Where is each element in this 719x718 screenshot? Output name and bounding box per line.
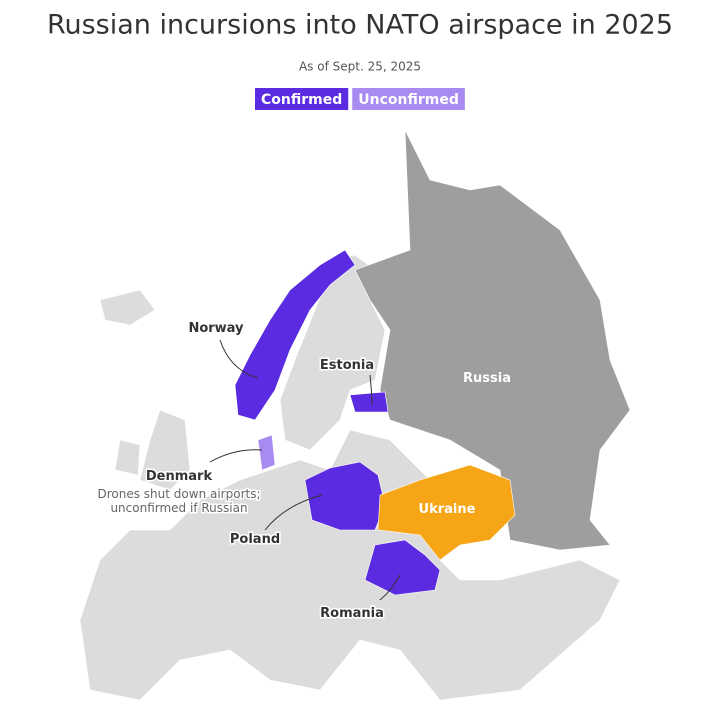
note: Drones shut down airports; [98, 487, 261, 501]
country-label: Poland [230, 532, 280, 547]
legend-label: Unconfirmed [358, 92, 459, 108]
legend: Confirmed Unconfirmed [255, 88, 465, 110]
iceland [99, 289, 156, 326]
ireland [114, 439, 141, 476]
title: Russian incursions into NATO airspace in… [47, 10, 673, 41]
estonia [349, 391, 389, 413]
legend-swatch [352, 88, 465, 110]
legend-swatch [255, 88, 349, 110]
arrow [209, 449, 263, 463]
arrow [379, 574, 401, 601]
arrow [264, 494, 323, 531]
country-label: Romania [320, 606, 384, 621]
country-label: Russia [463, 371, 511, 386]
romania [364, 539, 441, 596]
norway [234, 249, 356, 421]
country-label: Norway [188, 321, 244, 336]
map [79, 129, 631, 701]
country-label: Estonia [320, 358, 374, 373]
arrow [219, 339, 259, 379]
legend-label: Confirmed [261, 92, 342, 108]
europe [79, 429, 621, 701]
country-label: Denmark [146, 469, 213, 484]
denmark [257, 434, 276, 471]
annotations: Norway Estonia Denmark Drones shut down … [96, 320, 511, 623]
subtitle: As of Sept. 25, 2025 [299, 60, 421, 74]
ukraine [377, 464, 516, 561]
country-label: Ukraine [419, 502, 476, 517]
uk [139, 409, 191, 491]
arrow [369, 374, 373, 406]
note: unconfirmed if Russian [110, 501, 247, 515]
